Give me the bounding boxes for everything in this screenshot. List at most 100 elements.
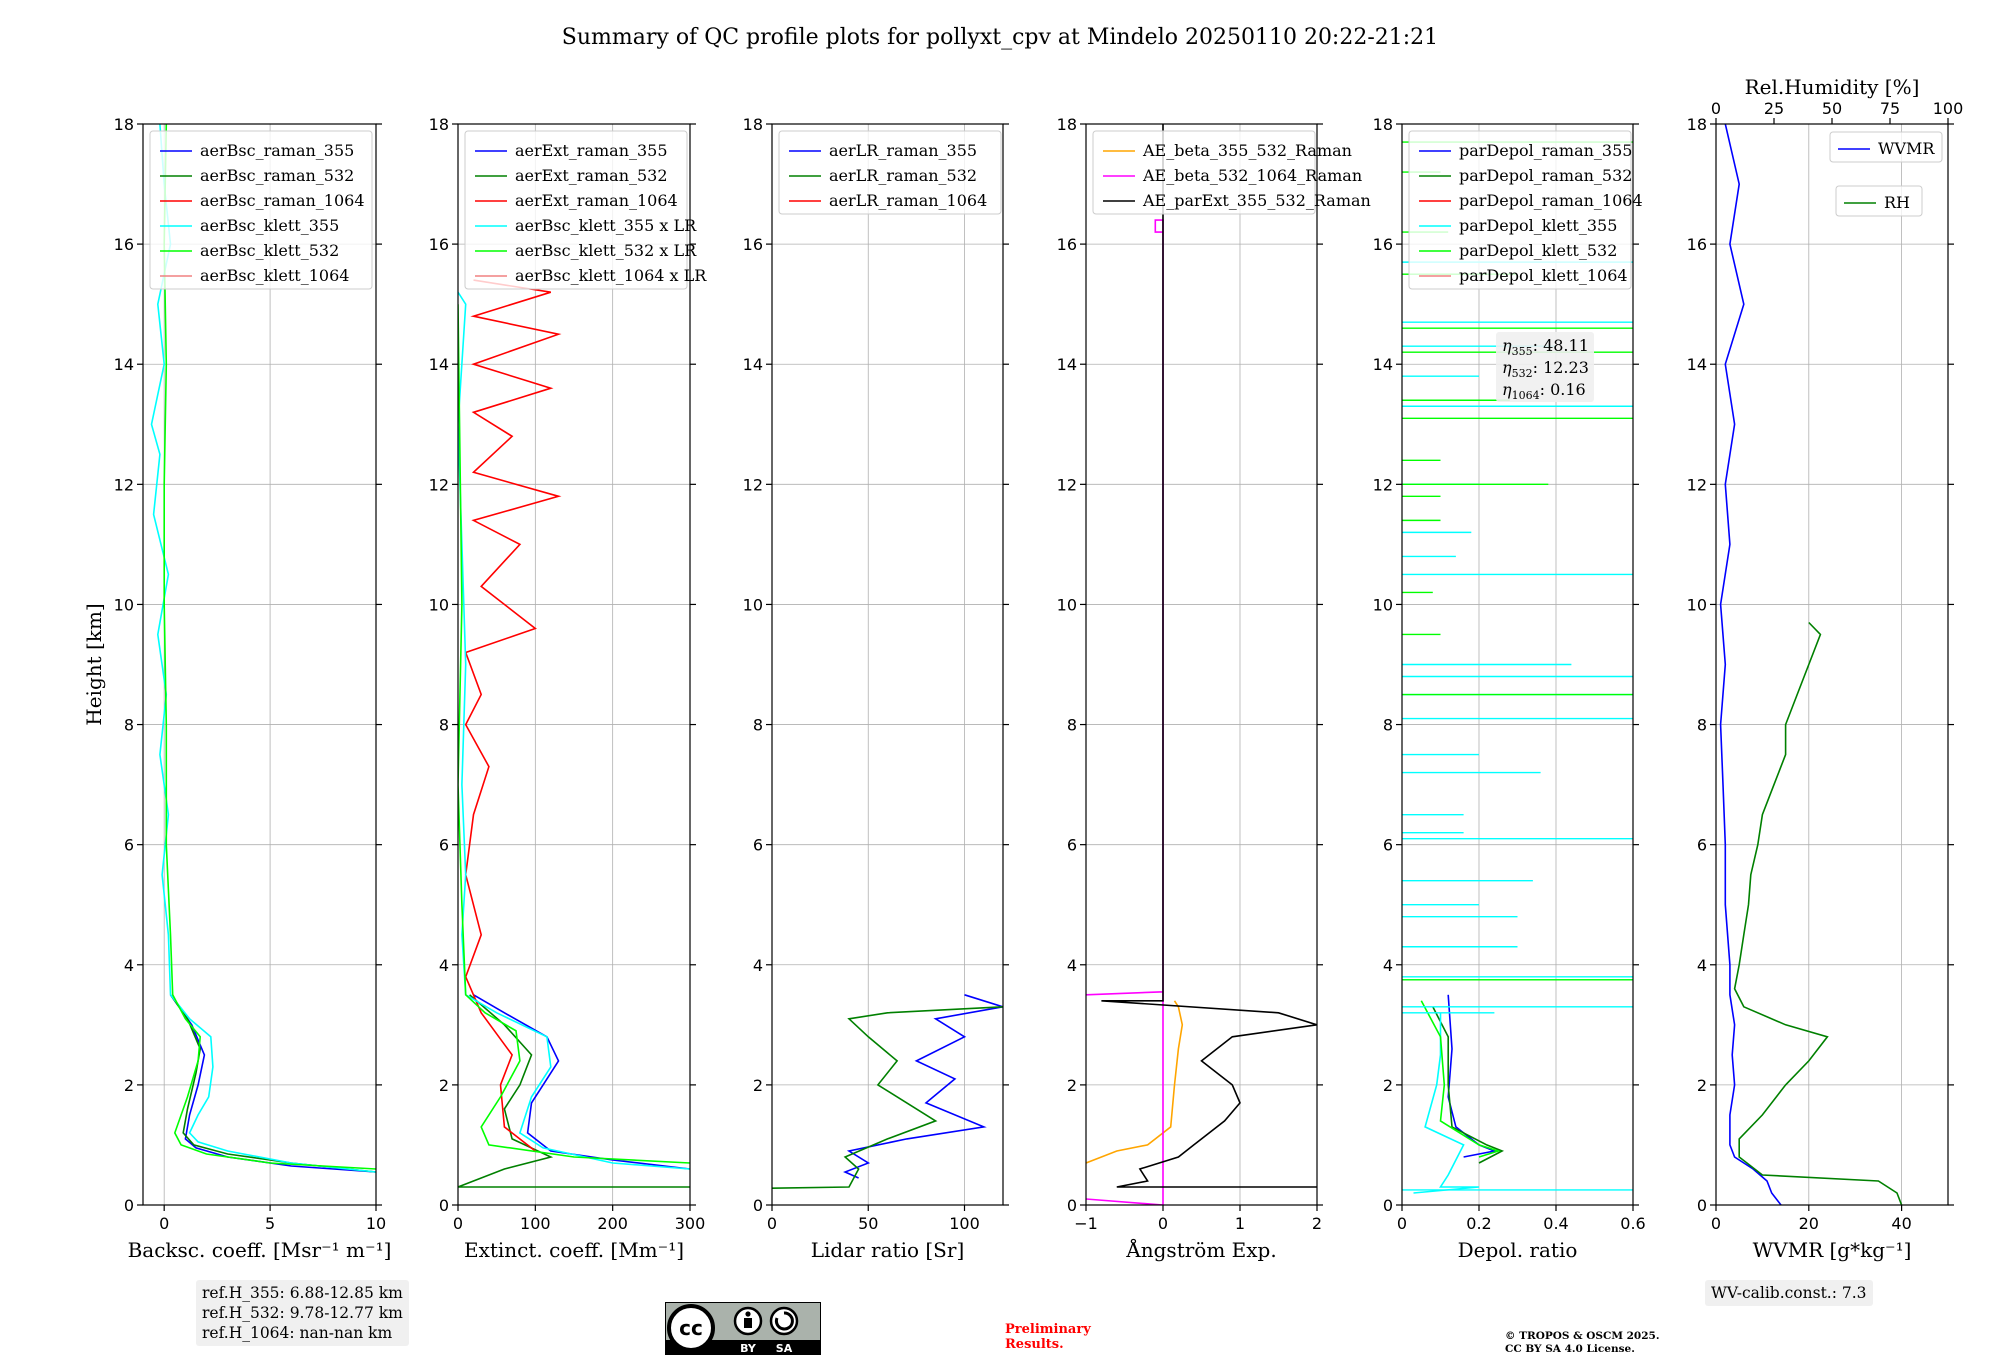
xtick-label: 0 <box>1711 1214 1721 1233</box>
ytick-label: 14 <box>429 355 449 374</box>
series-group <box>1086 124 1317 1205</box>
ytick-label: 12 <box>1373 475 1393 494</box>
legend-label: AE_parExt_355_532_Raman <box>1142 191 1371 210</box>
legend: aerExt_raman_355 aerExt_raman_532 aerExt_r… <box>464 130 707 290</box>
ytick-label: 10 <box>1373 595 1393 614</box>
legend-label: aerBsc_raman_1064 <box>200 191 365 210</box>
xtick-label: 0 <box>453 1214 463 1233</box>
series-group <box>150 124 376 1173</box>
panel-depol: 0 2 4 6 8 10 12 14 16 18 0 0.2 0.4 0.6 Depol. ratio par… <box>1373 115 1646 1262</box>
ytick-label: 18 <box>1687 115 1707 134</box>
ytick-label: 14 <box>743 355 763 374</box>
xtick-label: 200 <box>597 1214 628 1233</box>
xtick-label: −1 <box>1074 1214 1098 1233</box>
legend-box <box>464 130 688 290</box>
xaxis-label: Depol. ratio <box>1458 1238 1578 1262</box>
ytick-label: 2 <box>1697 1076 1707 1095</box>
top-xtick-label: 0 <box>1711 99 1721 118</box>
ref-height-532: ref.H_532: 9.78-12.77 km <box>202 1304 403 1322</box>
xaxis-label: Extinct. coeff. [Mm⁻¹] <box>464 1238 684 1262</box>
legend-label: aerBsc_klett_355 x LR <box>515 216 697 235</box>
ytick-label: 16 <box>743 235 763 254</box>
legend-label: AE_beta_532_1064_Raman <box>1142 166 1362 185</box>
legend-box <box>778 130 1002 215</box>
cc-badge-sa: SA <box>776 1342 793 1355</box>
series-line-AE_beta_532_1064_Raman <box>1086 219 1164 1205</box>
cc-badge-by: BY <box>740 1342 757 1355</box>
legend-box <box>1092 130 1316 215</box>
legend-label: aerExt_raman_1064 <box>515 191 678 210</box>
ytick-label: 0 <box>1383 1196 1393 1215</box>
top-axis-label: Rel.Humidity [%] <box>1745 75 1920 99</box>
series-line-aerLR_raman_532 <box>772 1006 1003 1189</box>
legend-label: aerBsc_raman_532 <box>200 166 354 185</box>
ytick-label: 2 <box>124 1076 134 1095</box>
copyright-line-2: CC BY SA 4.0 License. <box>1505 1343 1635 1355</box>
legend-box <box>1835 185 1923 217</box>
ytick-label: 8 <box>753 716 763 735</box>
series-line-parDepol_klett_355 <box>1413 1012 1480 1194</box>
ytick-label: 4 <box>753 956 763 975</box>
series-line-WVMR <box>1719 124 1782 1205</box>
legend-label: parDepol_raman_1064 <box>1459 191 1643 210</box>
legend-label: parDepol_klett_532 <box>1459 241 1617 260</box>
legend-label: parDepol_raman_532 <box>1459 166 1632 185</box>
ytick-label: 18 <box>114 115 134 134</box>
legend-label: aerLR_raman_355 <box>829 141 977 160</box>
xtick-label: 0 <box>767 1214 777 1233</box>
ytick-label: 14 <box>1057 355 1077 374</box>
ytick-label: 18 <box>743 115 763 134</box>
ytick-label: 16 <box>114 235 134 254</box>
ytick-label: 2 <box>1067 1076 1077 1095</box>
ytick-label: 8 <box>1697 716 1707 735</box>
legend-label: aerBsc_klett_532 x LR <box>515 241 697 260</box>
preliminary-results-note: Preliminary Results. <box>1005 1322 1091 1352</box>
xaxis-label: Ångström Exp. <box>1125 1237 1276 1262</box>
eta-box <box>1496 332 1594 402</box>
ytick-label: 0 <box>439 1196 449 1215</box>
ytick-label: 16 <box>1687 235 1707 254</box>
ref-height-1064: ref.H_1064: nan-nan km <box>202 1324 393 1342</box>
legend: WVMR RH <box>1829 131 1943 217</box>
ytick-label: 10 <box>429 595 449 614</box>
wv-calib-constant: WV-calib.const.: 7.3 <box>1711 1284 1867 1302</box>
series-line-parDepol_klett_532 <box>1420 1000 1501 1158</box>
figure-title: Summary of QC profile plots for pollyxt_… <box>562 25 1438 50</box>
ytick-label: 12 <box>743 475 763 494</box>
legend-label: parDepol_klett_355 <box>1459 216 1617 235</box>
xaxis-label: WVMR [g*kg⁻¹] <box>1753 1238 1912 1262</box>
legend-box <box>1829 131 1943 163</box>
xtick-label: 0 <box>1158 1214 1168 1233</box>
copyright-note: © TROPOS & OSCM 2025. CC BY SA 4.0 Licen… <box>1505 1330 1660 1356</box>
xaxis-label: Backsc. coeff. [Msr⁻¹ m⁻¹] <box>128 1238 392 1262</box>
series-group <box>458 279 690 1188</box>
xtick-label: 20 <box>1799 1214 1819 1233</box>
ytick-label: 4 <box>1383 956 1393 975</box>
ytick-label: 2 <box>753 1076 763 1095</box>
series-group <box>1719 124 1903 1205</box>
preliminary-line-2: Results. <box>1005 1337 1064 1352</box>
ref-height-355: ref.H_355: 6.88-12.85 km <box>202 1284 403 1302</box>
legend-label: aerBsc_klett_532 <box>200 241 339 260</box>
legend-label: parDepol_raman_355 <box>1459 141 1632 160</box>
ytick-label: 0 <box>124 1196 134 1215</box>
panel-bsc: 0 2 4 6 8 10 12 14 16 18 0 5 10 Backsc. coeff. [Msr⁻¹… <box>82 115 391 1262</box>
legend-label: WVMR <box>1878 139 1935 158</box>
ytick-label: 2 <box>1383 1076 1393 1095</box>
ytick-label: 16 <box>429 235 449 254</box>
legend-label: aerBsc_klett_1064 x LR <box>515 266 707 285</box>
copyright-line-1: © TROPOS & OSCM 2025. <box>1505 1330 1660 1342</box>
wv-calib-box: WV-calib.const.: 7.3 <box>1705 1280 1873 1306</box>
ytick-label: 12 <box>429 475 449 494</box>
series-group <box>1402 141 1633 1194</box>
series-line-aerBsc_klett_355 <box>150 124 376 1173</box>
xtick-label: 5 <box>265 1214 275 1233</box>
axes-frame <box>1085 123 1318 1206</box>
series-line-aerLR_raman_355 <box>843 994 1003 1179</box>
axes-frame <box>457 123 691 1206</box>
ytick-label: 10 <box>1687 595 1707 614</box>
legend-label: aerExt_raman_532 <box>515 166 668 185</box>
series-line-aerExt_raman_532 <box>458 994 690 1188</box>
